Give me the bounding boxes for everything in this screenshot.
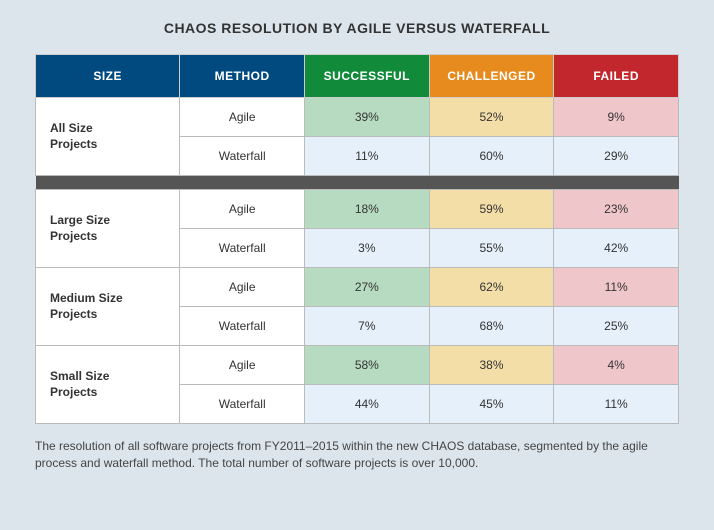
successful-cell: 7%	[305, 307, 430, 346]
challenged-cell: 60%	[429, 137, 554, 176]
col-method: METHOD	[180, 55, 305, 98]
size-cell: Small SizeProjects	[36, 346, 180, 424]
size-cell: Medium SizeProjects	[36, 268, 180, 346]
method-cell: Agile	[180, 268, 305, 307]
col-size: SIZE	[36, 55, 180, 98]
failed-cell: 42%	[554, 229, 679, 268]
failed-cell: 23%	[554, 190, 679, 229]
challenged-cell: 52%	[429, 98, 554, 137]
failed-cell: 25%	[554, 307, 679, 346]
challenged-cell: 55%	[429, 229, 554, 268]
col-challenged: CHALLENGED	[429, 55, 554, 98]
table-header-row: SIZE METHOD SUCCESSFUL CHALLENGED FAILED	[36, 55, 679, 98]
table-row: Small SizeProjectsAgile58%38%4%	[36, 346, 679, 385]
method-cell: Waterfall	[180, 229, 305, 268]
table-row: All SizeProjectsAgile39%52%9%	[36, 98, 679, 137]
successful-cell: 18%	[305, 190, 430, 229]
successful-cell: 3%	[305, 229, 430, 268]
method-cell: Waterfall	[180, 385, 305, 424]
failed-cell: 4%	[554, 346, 679, 385]
col-successful: SUCCESSFUL	[305, 55, 430, 98]
table-row: Large SizeProjectsAgile18%59%23%	[36, 190, 679, 229]
method-cell: Waterfall	[180, 137, 305, 176]
col-failed: FAILED	[554, 55, 679, 98]
successful-cell: 39%	[305, 98, 430, 137]
successful-cell: 27%	[305, 268, 430, 307]
challenged-cell: 45%	[429, 385, 554, 424]
size-cell: Large SizeProjects	[36, 190, 180, 268]
size-cell: All SizeProjects	[36, 98, 180, 176]
challenged-cell: 59%	[429, 190, 554, 229]
method-cell: Agile	[180, 98, 305, 137]
failed-cell: 11%	[554, 268, 679, 307]
challenged-cell: 62%	[429, 268, 554, 307]
method-cell: Waterfall	[180, 307, 305, 346]
successful-cell: 11%	[305, 137, 430, 176]
chart-title: CHAOS RESOLUTION BY AGILE VERSUS WATERFA…	[35, 20, 679, 36]
method-cell: Agile	[180, 190, 305, 229]
caption: The resolution of all software projects …	[35, 438, 679, 472]
resolution-table: SIZE METHOD SUCCESSFUL CHALLENGED FAILED…	[35, 54, 679, 424]
successful-cell: 44%	[305, 385, 430, 424]
successful-cell: 58%	[305, 346, 430, 385]
separator-row	[36, 176, 679, 190]
table-row: Medium SizeProjectsAgile27%62%11%	[36, 268, 679, 307]
failed-cell: 29%	[554, 137, 679, 176]
challenged-cell: 38%	[429, 346, 554, 385]
method-cell: Agile	[180, 346, 305, 385]
challenged-cell: 68%	[429, 307, 554, 346]
failed-cell: 9%	[554, 98, 679, 137]
failed-cell: 11%	[554, 385, 679, 424]
